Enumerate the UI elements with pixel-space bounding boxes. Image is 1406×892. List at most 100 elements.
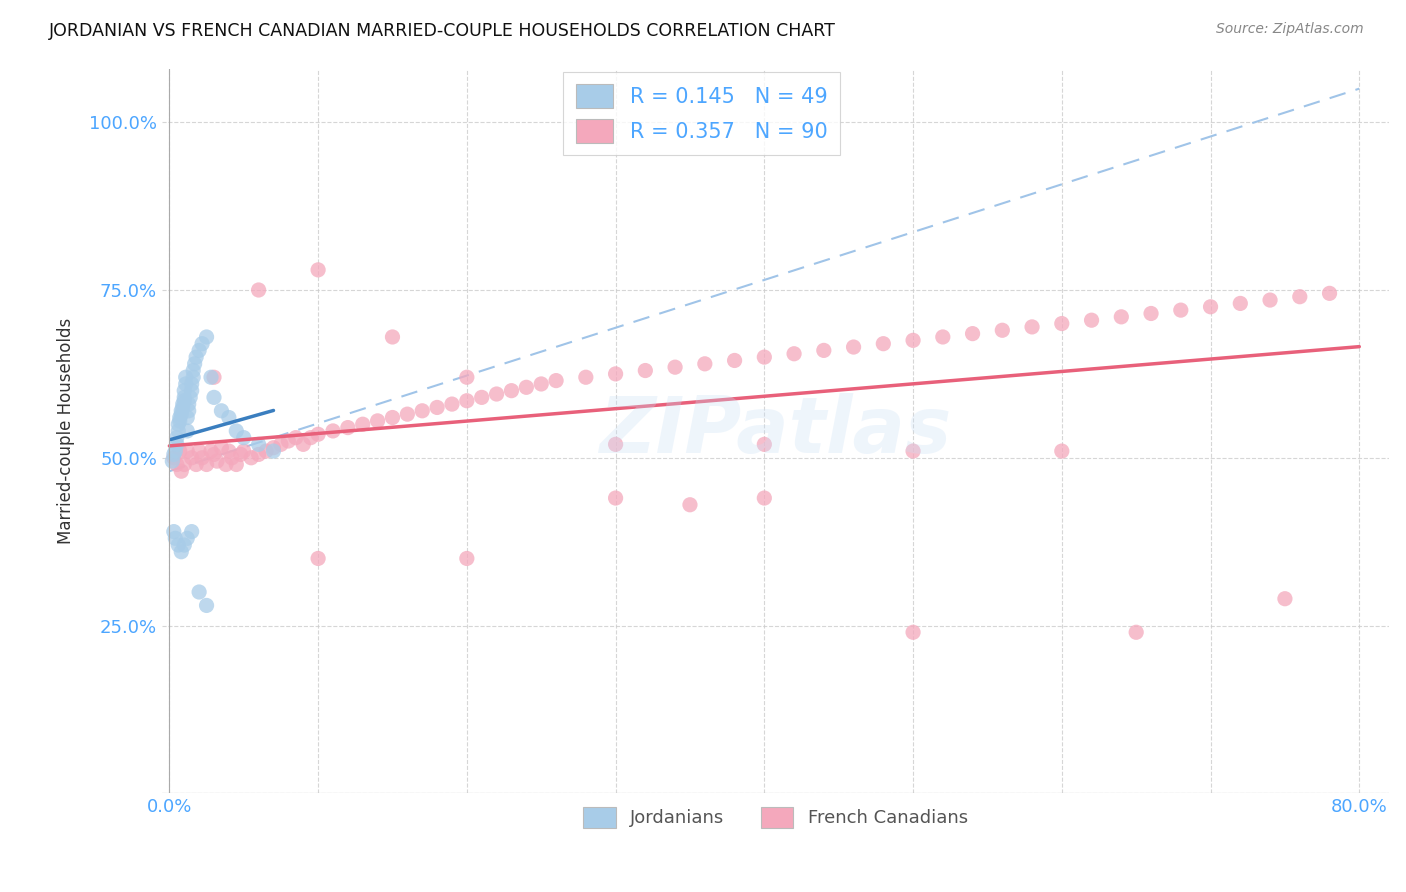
Point <box>263 441 285 455</box>
Point <box>195 330 218 344</box>
Point <box>263 444 285 458</box>
Point <box>200 444 222 458</box>
Point <box>381 410 404 425</box>
Point <box>723 353 745 368</box>
Point <box>842 340 865 354</box>
Point <box>1140 306 1163 320</box>
Point <box>1080 313 1102 327</box>
Point <box>218 444 240 458</box>
Point <box>221 450 243 465</box>
Point <box>172 401 194 415</box>
Point <box>202 447 225 461</box>
Point <box>1170 303 1192 318</box>
Point <box>270 437 292 451</box>
Point <box>188 585 211 599</box>
Y-axis label: Married-couple Households: Married-couple Households <box>58 318 75 544</box>
Point <box>180 450 202 465</box>
Point <box>485 387 508 401</box>
Point <box>411 404 433 418</box>
Point <box>180 524 202 539</box>
Point <box>1319 286 1341 301</box>
Point <box>426 401 449 415</box>
Point <box>166 458 188 472</box>
Point <box>240 450 263 465</box>
Legend: Jordanians, French Canadians: Jordanians, French Canadians <box>576 800 974 835</box>
Point <box>1125 625 1147 640</box>
Point <box>754 437 776 451</box>
Point <box>183 357 205 371</box>
Point <box>232 444 254 458</box>
Point <box>170 545 193 559</box>
Point <box>169 410 191 425</box>
Point <box>336 420 359 434</box>
Point <box>173 384 195 398</box>
Point <box>165 444 187 458</box>
Point <box>176 424 198 438</box>
Point <box>186 350 208 364</box>
Point <box>173 390 195 404</box>
Point <box>1111 310 1133 324</box>
Point <box>205 454 228 468</box>
Point <box>605 437 627 451</box>
Point <box>901 444 924 458</box>
Point <box>174 376 197 391</box>
Point <box>163 447 186 461</box>
Point <box>176 444 198 458</box>
Point <box>202 390 225 404</box>
Point <box>166 437 188 451</box>
Point <box>225 424 247 438</box>
Point <box>322 424 344 438</box>
Point <box>176 410 198 425</box>
Point <box>167 424 190 438</box>
Point <box>167 417 190 432</box>
Point <box>188 343 211 358</box>
Point <box>170 404 193 418</box>
Point <box>188 444 211 458</box>
Point <box>247 283 270 297</box>
Point <box>173 538 195 552</box>
Point <box>170 464 193 478</box>
Point <box>162 454 184 468</box>
Point <box>456 370 478 384</box>
Point <box>693 357 716 371</box>
Point <box>169 444 191 458</box>
Point <box>872 336 894 351</box>
Point <box>352 417 374 432</box>
Point <box>634 363 657 377</box>
Point <box>1288 290 1310 304</box>
Point <box>186 458 208 472</box>
Point <box>247 447 270 461</box>
Point <box>1050 444 1073 458</box>
Point <box>901 334 924 348</box>
Point <box>195 458 218 472</box>
Point <box>307 427 329 442</box>
Point <box>172 397 194 411</box>
Point <box>163 450 186 465</box>
Point <box>169 414 191 428</box>
Point <box>292 437 315 451</box>
Text: JORDANIAN VS FRENCH CANADIAN MARRIED-COUPLE HOUSEHOLDS CORRELATION CHART: JORDANIAN VS FRENCH CANADIAN MARRIED-COU… <box>49 22 837 40</box>
Point <box>546 374 568 388</box>
Point <box>167 538 190 552</box>
Point <box>1258 293 1281 307</box>
Point <box>1021 319 1043 334</box>
Point <box>307 263 329 277</box>
Point <box>754 350 776 364</box>
Point <box>396 407 419 421</box>
Point <box>307 551 329 566</box>
Point <box>932 330 955 344</box>
Point <box>218 410 240 425</box>
Point <box>901 625 924 640</box>
Point <box>181 370 204 384</box>
Point <box>456 393 478 408</box>
Point <box>215 458 238 472</box>
Point <box>605 367 627 381</box>
Point <box>501 384 523 398</box>
Point <box>173 393 195 408</box>
Point <box>202 370 225 384</box>
Point <box>225 458 247 472</box>
Point <box>575 370 598 384</box>
Point <box>381 330 404 344</box>
Point <box>605 491 627 505</box>
Point <box>254 444 277 458</box>
